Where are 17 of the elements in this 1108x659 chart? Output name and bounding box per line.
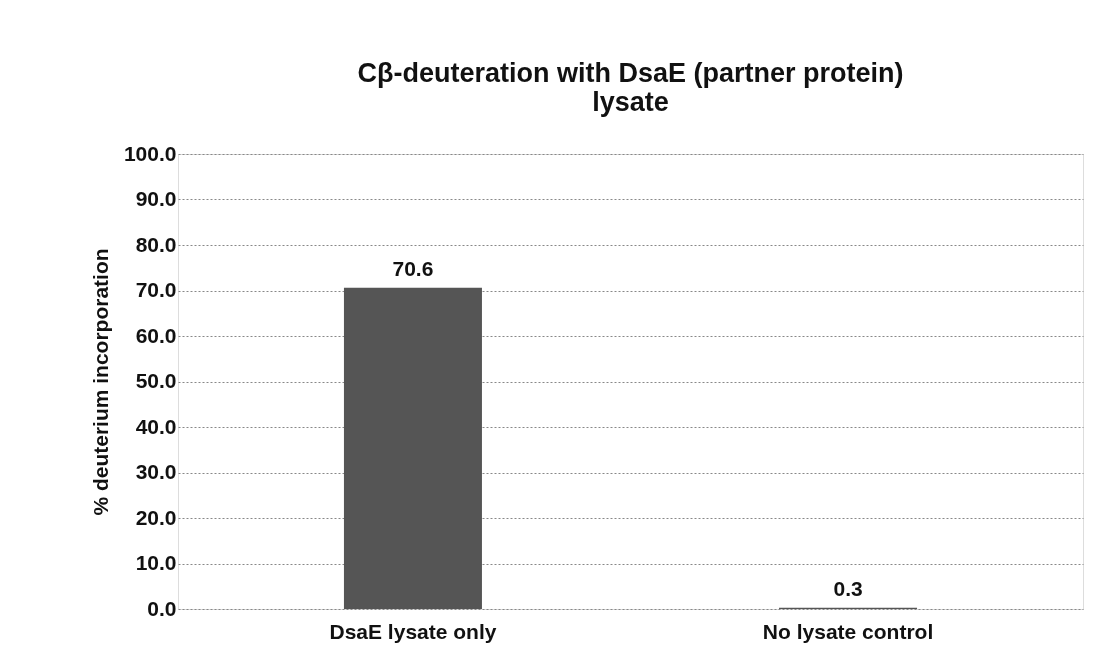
data-label: 70.6 xyxy=(392,256,434,280)
y-axis-title: % deuterium incorporation xyxy=(88,248,112,516)
y-tick-label: 10.0 xyxy=(135,551,177,574)
y-tick-label: 30.0 xyxy=(135,460,177,483)
y-tick-label: 0.0 xyxy=(147,596,177,620)
chart-title: Cβ-deuteration with DsaE (partner protein) lysate xyxy=(357,58,904,117)
y-tick-label: 50.0 xyxy=(135,369,177,392)
y-tick-label: 40.0 xyxy=(135,414,177,438)
y-tick-label: 20.0 xyxy=(135,505,177,529)
y-tick-label: 70.0 xyxy=(135,278,177,301)
x-tick-label: DsaE lysate only xyxy=(329,619,497,643)
y-tick-label: 80.0 xyxy=(135,232,177,256)
y-tick-label: 60.0 xyxy=(135,323,177,347)
x-tick-label: No lysate control xyxy=(762,619,934,643)
y-tick-label: 100.0 xyxy=(123,141,177,165)
data-label: 0.3 xyxy=(833,576,863,600)
y-tick-label: 90.0 xyxy=(135,187,177,210)
